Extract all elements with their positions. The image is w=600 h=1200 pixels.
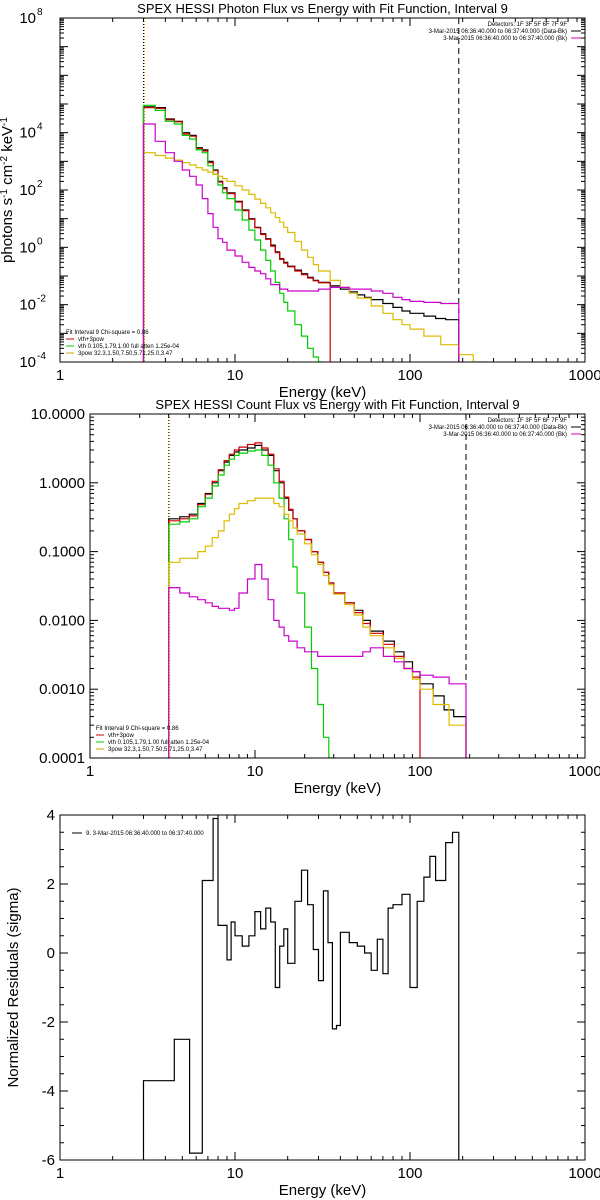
panel-title: SPEX HESSI Photon Flux vs Energy with Fi…: [137, 1, 508, 16]
y-tick-label: -2: [42, 1014, 55, 1031]
x-tick-label: 1000: [568, 1165, 600, 1182]
y-tick-label: 10: [19, 10, 36, 27]
x-axis-label: Energy (keV): [294, 780, 382, 797]
y-tick-label: 0.1000: [39, 544, 85, 561]
y-tick-label: 0: [47, 945, 55, 962]
series-line-4: [142, 123, 460, 362]
photon-flux-panel: SPEX HESSI Photon Flux vs Energy with Fi…: [0, 1, 600, 401]
legend-label: Fit Interval 9 Chi-square = 0.86: [96, 726, 179, 732]
header-block: Detectors: 1F 3F 5F 6F 7F 9F3-Mar-2015 0…: [429, 22, 581, 42]
header-line: Detectors: 1F 3F 5F 6F 7F 9F: [488, 418, 568, 424]
y-tick-label: 10: [19, 354, 36, 371]
plot-frame: [89, 413, 586, 759]
x-tick-label: 1: [56, 1165, 64, 1182]
series-line-4: [168, 563, 467, 758]
legend: Fit Interval 9 Chi-square = 0.86vth+3pow…: [96, 726, 210, 753]
series-line-3: [168, 497, 467, 758]
series-line-1: [168, 442, 421, 758]
y-axis: 0.0001 0.0010 0.0100 0.1000 1.0000 10.0000: [31, 406, 585, 767]
y-axis-label-part: keV: [0, 126, 16, 156]
y-tick-label: 10: [19, 297, 36, 314]
y-tick-label-exponent: -2: [37, 294, 46, 305]
legend-label: vth+3pow: [78, 337, 105, 343]
series-line-1: [142, 107, 331, 362]
panel-title: SPEX HESSI Count Flux vs Energy with Fit…: [155, 397, 519, 412]
y-tick-label: 0.0001: [39, 750, 85, 767]
series-line-0: [142, 817, 460, 1160]
y-axis-label-part: photons s: [0, 198, 16, 263]
x-tick-label: 100: [397, 1165, 422, 1182]
header-line: 3-Mar-2015 06:36:40.000 to 06:37:40.000 …: [429, 29, 567, 35]
y-axis-label-part: cm: [0, 165, 16, 189]
y-tick-label: 0.0010: [39, 681, 85, 698]
y-tick-label: -6: [42, 1152, 55, 1169]
y-tick-label-exponent: 8: [37, 7, 43, 18]
legend-label: 3pow 32.3,1.50,7.50,5.71,25.0,3.47: [108, 747, 203, 753]
y-tick-label: 1.0000: [39, 475, 85, 492]
x-tick-label: 100: [407, 763, 432, 780]
x-tick-label: 1000: [568, 367, 600, 384]
legend-label: 9. 3-Mar-2015 06:36:40.000 to 06:37:40.0…: [86, 831, 204, 837]
plot-frame: [59, 814, 586, 1161]
x-tick-label: 10: [227, 367, 244, 384]
y-tick-label-exponent: 0: [37, 236, 43, 247]
x-axis: 1 10 100 1000 Energy (keV): [56, 815, 600, 1199]
x-axis: 1 10 100 1000 Energy (keV): [86, 414, 600, 797]
plot-area: [142, 817, 460, 1160]
y-tick-label-exponent: 4: [37, 122, 43, 133]
legend-label: vth 0.105,1.79,1.00 full atten 1.25e-04: [108, 740, 210, 746]
header-line: 3-Mar-2015 06:36:40.000 to 06:37:40.000 …: [443, 36, 567, 42]
legend-label: vth+3pow: [108, 733, 135, 739]
y-axis-label: photons s-1 cm-2 keV-1: [0, 117, 16, 263]
x-tick-label: 10: [227, 1165, 244, 1182]
legend-label: Fit Interval 9 Chi-square = 0.86: [66, 330, 149, 336]
y-tick-label: 0.0100: [39, 612, 85, 629]
y-tick-label: 10: [19, 125, 36, 142]
y-tick-label: -4: [42, 1083, 55, 1100]
series-line-2: [168, 449, 334, 758]
series-line-3: [142, 152, 489, 362]
x-tick-label: 10: [247, 763, 264, 780]
header-block: Detectors: 1F 3F 5F 6F 7F 9F3-Mar-2015 0…: [429, 418, 581, 438]
plot-area: [168, 414, 467, 758]
x-tick-label: 1: [86, 763, 94, 780]
residuals-panel: 1 10 100 1000 Energy (keV) -6 -4 -2 0 2 4 Normalize…: [5, 807, 600, 1199]
legend-label: 3pow 32.3,1.50,7.50,5.71,25.0,3.47: [78, 351, 173, 357]
series-line-0: [142, 106, 460, 362]
y-axis-label-exponent: -2: [0, 156, 10, 165]
series-line-0: [168, 444, 467, 758]
x-tick-label: 100: [397, 367, 422, 384]
series-line-2: [142, 104, 324, 362]
plot-area: [142, 18, 489, 362]
count-flux-panel: SPEX HESSI Count Flux vs Energy with Fit…: [31, 397, 600, 797]
x-axis-label: Energy (keV): [279, 384, 367, 401]
x-tick-label: 1000: [568, 763, 600, 780]
y-tick-label: 10: [19, 239, 36, 256]
y-tick-label: 4: [47, 807, 55, 824]
y-tick-label: 10: [19, 182, 36, 199]
y-tick-label: 2: [47, 876, 55, 893]
legend: 9. 3-Mar-2015 06:36:40.000 to 06:37:40.0…: [72, 831, 204, 837]
header-line: Detectors: 1F 3F 5F 6F 7F 9F: [488, 22, 568, 28]
y-axis-label-exponent: -1: [0, 117, 10, 126]
plot-frame: [59, 17, 586, 363]
y-axis-label-exponent: -1: [0, 189, 10, 198]
y-tick-label-exponent: 2: [37, 179, 43, 190]
legend: Fit Interval 9 Chi-square = 0.86vth+3pow…: [66, 330, 180, 357]
header-line: 3-Mar-2015 06:36:40.000 to 06:37:40.000 …: [429, 425, 567, 431]
x-tick-label: 1: [56, 367, 64, 384]
y-tick-label: 10.0000: [31, 406, 85, 423]
x-axis-label: Energy (keV): [279, 1182, 367, 1199]
header-line: 3-Mar-2015 06:36:40.000 to 06:37:40.000 …: [443, 432, 567, 438]
y-axis-label: Normalized Residuals (sigma): [5, 887, 22, 1087]
y-tick-label-exponent: -4: [37, 351, 46, 362]
y-axis: -6 -4 -2 0 2 4 Normalized Residuals (sigma): [5, 807, 585, 1169]
legend-label: vth 0.105,1.79,1.00 full atten 1.25e-04: [78, 344, 180, 350]
